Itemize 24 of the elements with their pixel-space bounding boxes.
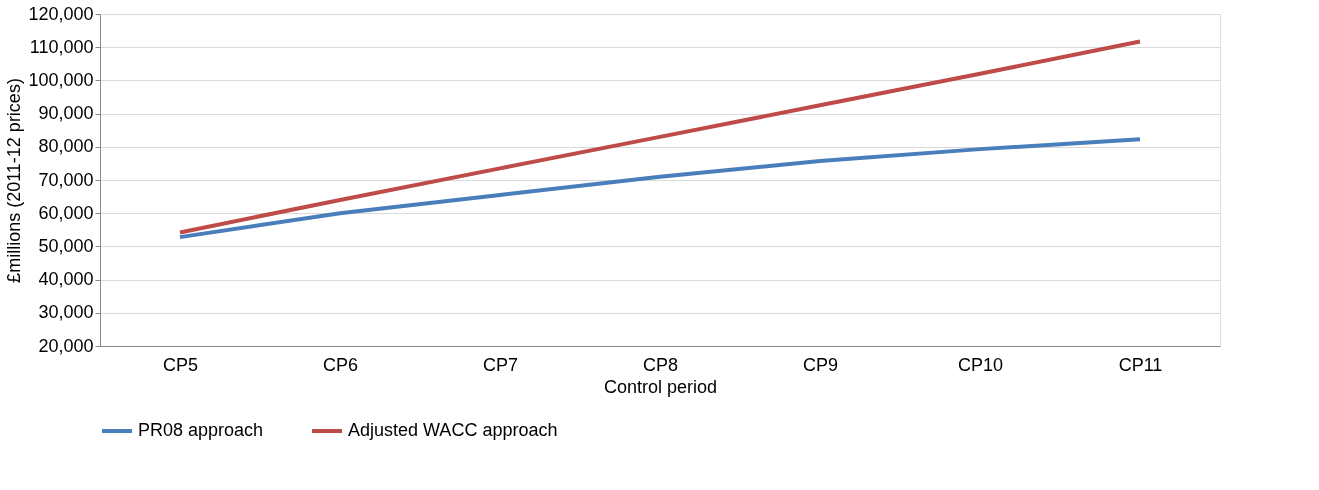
x-tick-label: CP5 xyxy=(162,354,199,375)
y-tick-label: 30,000 xyxy=(38,302,94,323)
line-series xyxy=(178,39,1142,235)
y-tick-label: 120,000 xyxy=(28,3,94,24)
y-tick-label: 20,000 xyxy=(38,335,94,356)
y-tick-label: 80,000 xyxy=(38,136,94,157)
y-tick-label: 100,000 xyxy=(28,69,94,90)
line-series xyxy=(178,137,1142,240)
y-tick-label: 70,000 xyxy=(38,169,94,190)
x-tick-label: CP6 xyxy=(322,354,359,375)
x-tick-label: CP7 xyxy=(482,354,519,375)
y-tick-label: 50,000 xyxy=(38,235,94,256)
legend-label: Adjusted WACC approach xyxy=(348,420,558,440)
y-tick-label: 40,000 xyxy=(38,269,94,290)
x-tick-label: CP10 xyxy=(957,354,1004,375)
x-tick-label: CP9 xyxy=(802,354,839,375)
y-tick-label: 60,000 xyxy=(38,202,94,223)
x-axis-title: Control period xyxy=(603,376,718,397)
x-tick-label: CP11 xyxy=(1118,354,1163,375)
y-tick-label: 110,000 xyxy=(29,36,94,57)
legend-label: PR08 approach xyxy=(138,420,264,440)
y-tick-label: 90,000 xyxy=(38,103,94,124)
y-axis-title: £millions (2011-12 prices) xyxy=(4,78,25,283)
x-tick-label: CP8 xyxy=(642,354,679,375)
